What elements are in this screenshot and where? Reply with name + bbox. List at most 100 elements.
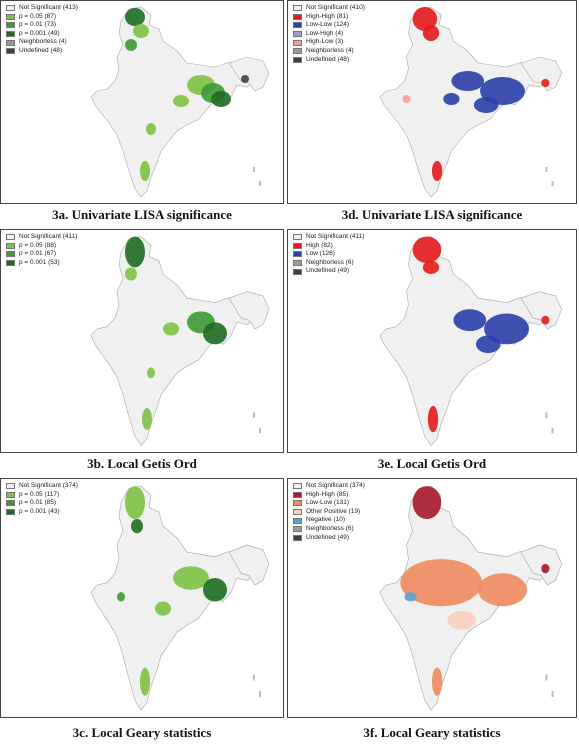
cluster-region <box>404 592 417 602</box>
cluster-region <box>432 667 443 696</box>
legend-label: High-High (81) <box>306 12 349 20</box>
legend-label: Other Positive (19) <box>306 507 361 515</box>
legend-swatch <box>293 509 302 516</box>
legend-swatch <box>293 268 302 275</box>
legend-label: p = 0.001 (53) <box>19 258 60 266</box>
northeast-region <box>520 56 563 92</box>
legend-swatch <box>6 48 15 55</box>
island-marker <box>545 412 548 418</box>
legend: Not Significant (411) p = 0.05 (88) p = 0.… <box>6 233 77 267</box>
legend-item: p = 0.01 (67) <box>6 250 77 259</box>
legend-swatch <box>293 260 302 267</box>
legend-label: Not Significant (411) <box>19 233 78 240</box>
legend-swatch <box>293 234 302 241</box>
cluster-region <box>412 486 442 520</box>
legend-item: Not Significant (374) <box>6 482 78 491</box>
legend-label: Not Significant (374) <box>19 482 78 489</box>
island-marker <box>551 691 554 697</box>
map-panel-3f: Not Significant (374) High-High (85) Low-L… <box>287 478 577 718</box>
legend-item: Neighborless (6) <box>293 259 364 268</box>
island-marker <box>253 167 255 172</box>
legend-item: Low-High (4) <box>293 30 365 39</box>
cluster-region <box>125 39 137 51</box>
legend-item: Negative (10) <box>293 516 365 525</box>
india-map <box>90 485 270 711</box>
legend-label: Low-Low (131) <box>306 499 349 507</box>
legend-swatch <box>293 22 302 29</box>
island-marker <box>259 181 261 186</box>
cluster-region <box>131 519 143 534</box>
legend-item: p = 0.01 (85) <box>6 499 78 508</box>
cluster-region <box>484 313 530 345</box>
caption-3e: 3e. Local Getis Ord <box>377 456 487 471</box>
legend-swatch <box>293 48 302 55</box>
legend-swatch <box>293 491 302 498</box>
cluster-region <box>477 573 527 607</box>
cluster-region <box>203 322 227 345</box>
legend-item: Not Significant (411) <box>293 233 364 242</box>
map-panel-3d: Not Significant (410) High-High (81) Low-L… <box>287 0 577 204</box>
island-marker <box>545 167 548 172</box>
legend-label: p = 0.01 (73) <box>19 21 57 29</box>
legend-item: Not Significant (374) <box>293 482 365 491</box>
india-map <box>90 6 270 198</box>
map-panel-3c: Not Significant (374) p = 0.05 (117) p = 0… <box>0 478 284 718</box>
legend-label: Negative (10) <box>306 516 346 524</box>
legend: Not Significant (374) p = 0.05 (117) p = 0… <box>6 482 78 516</box>
legend-item: Not Significant (411) <box>6 233 77 242</box>
legend-swatch <box>293 56 302 63</box>
legend-label: Undefined (49) <box>306 533 349 541</box>
cluster-region <box>173 566 209 590</box>
legend-swatch <box>6 39 15 46</box>
island-marker <box>551 181 554 186</box>
legend-item: Not Significant (413) <box>6 4 78 13</box>
cluster-region <box>400 559 483 607</box>
northeast-region <box>520 544 563 586</box>
india-mainland <box>90 485 258 711</box>
caption-3d: 3d. Univariate LISA significance <box>341 207 523 222</box>
cluster-region <box>155 601 171 616</box>
legend-item: p = 0.001 (49) <box>6 30 78 39</box>
cluster-region <box>541 79 550 87</box>
legend-label: Neighborless (4) <box>306 46 354 54</box>
legend-swatch <box>6 234 15 241</box>
legend-item: High-High (85) <box>293 491 365 500</box>
island-marker <box>259 691 261 697</box>
legend-item: High-High (81) <box>293 13 365 22</box>
legend-label: Undefined (48) <box>306 55 349 63</box>
legend-item: p = 0.001 (43) <box>6 508 78 517</box>
cluster-region <box>412 236 442 263</box>
cluster-region <box>125 486 145 520</box>
cluster-region <box>451 71 485 91</box>
legend-label: Neighborless (6) <box>306 258 354 266</box>
legend-swatch <box>293 251 302 258</box>
cluster-region <box>163 322 179 336</box>
legend-swatch <box>6 491 15 498</box>
legend-swatch <box>6 13 15 20</box>
cluster-region <box>432 161 443 181</box>
legend-item: p = 0.05 (88) <box>6 242 77 251</box>
cluster-region <box>173 95 189 107</box>
legend-swatch <box>293 242 302 249</box>
legend-swatch <box>293 483 302 490</box>
legend-item: Low-Low (124) <box>293 21 365 30</box>
northeast-region <box>520 291 563 330</box>
cluster-region <box>147 367 155 379</box>
legend-label: Low-High (4) <box>306 29 344 37</box>
legend-item: p = 0.01 (73) <box>6 21 78 30</box>
legend: Not Significant (410) High-High (81) Low-L… <box>293 4 365 64</box>
island-marker <box>545 674 548 681</box>
island-marker <box>253 674 255 681</box>
legend-label: p = 0.01 (67) <box>19 250 57 258</box>
legend-item: p = 0.05 (87) <box>6 13 78 22</box>
legend-swatch <box>6 251 15 258</box>
caption-3f: 3f. Local Geary statistics <box>363 725 501 740</box>
legend-swatch <box>6 22 15 29</box>
india-map <box>379 485 563 711</box>
map-panel-3a: Not Significant (413) p = 0.05 (87) p = 0.… <box>0 0 284 204</box>
legend-label: High (82) <box>306 241 333 249</box>
cluster-region <box>447 610 476 630</box>
cluster-region <box>140 667 150 696</box>
legend-item: Undefined (49) <box>293 267 364 276</box>
legend-swatch <box>6 509 15 516</box>
